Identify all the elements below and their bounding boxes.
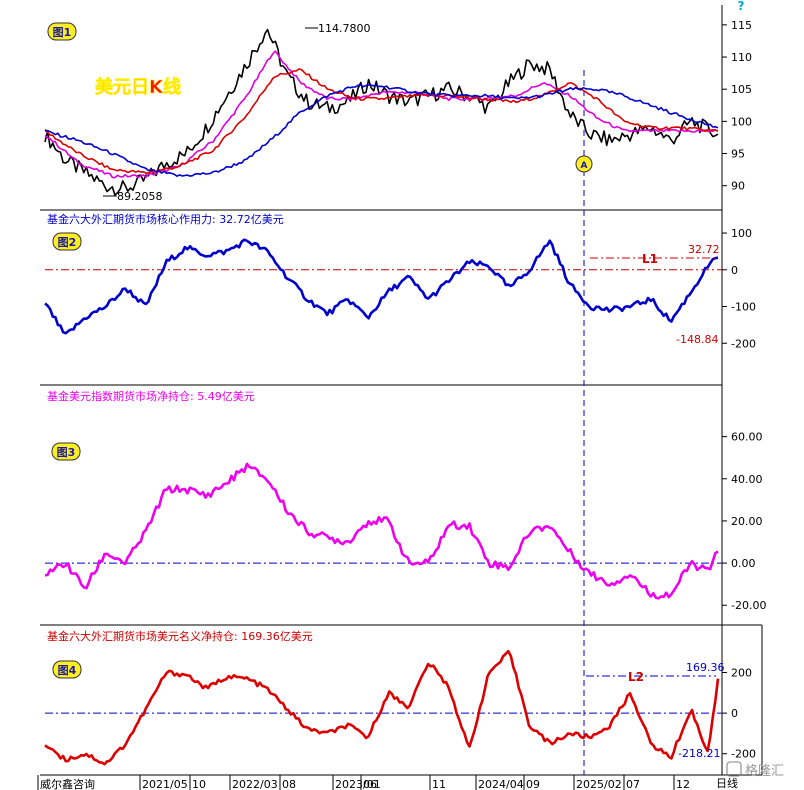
panel-1-badge-text: 图1	[53, 26, 72, 39]
y-tick-label: -20.00	[731, 599, 766, 612]
y-tick-label: 40.00	[731, 473, 763, 486]
panel-4: -200 0 200	[44, 649, 756, 766]
y-tick-label: 0.00	[731, 557, 756, 570]
panel-1-badge: 图1	[47, 22, 77, 41]
panel-4-last-label: 169.36	[686, 661, 725, 674]
panel-4-badge: 图4	[52, 660, 82, 679]
series-line-0-2	[44, 68, 719, 174]
y-tick-label: 0	[731, 264, 738, 277]
y-tick-label: 200	[731, 667, 752, 680]
panel-3-title: 基金美元指数期货市场净持仓: 5.49亿美元	[47, 389, 255, 403]
marker-a: A	[575, 155, 593, 173]
panel-3: -20.00 0.00 20.00 40.00 60.00	[44, 431, 766, 612]
series-line-0-0	[44, 28, 719, 196]
x-tick-label: 10	[192, 778, 206, 790]
y-tick-label: 90	[731, 180, 745, 193]
panel-2-badge: 图2	[52, 232, 82, 251]
x-tick-label: 11	[432, 778, 446, 790]
y-tick-label: 100	[731, 115, 752, 128]
x-tick-label: 08	[282, 778, 296, 790]
y-tick-label: -100	[731, 301, 756, 314]
x-tick-label: 2023/01	[335, 778, 381, 790]
panel-1-title: 美元日K线	[95, 76, 181, 98]
panel-1: 90 95 100 105 110 115	[44, 19, 752, 196]
panel-2-badge-text: 图2	[58, 236, 77, 249]
series-line-1-0	[44, 238, 719, 335]
panel-2-min-label: -148.84	[676, 333, 718, 346]
y-tick-label: -200	[731, 748, 756, 761]
panel-4-min-label: -218.21	[678, 747, 720, 760]
x-tick-label: 09	[526, 778, 540, 790]
timeframe-label[interactable]: 日线	[716, 776, 738, 790]
y-tick-label: -200	[731, 337, 756, 350]
x-tick-label: 威尔鑫咨询	[40, 777, 95, 790]
series-line-3-0	[44, 649, 720, 766]
series-line-0-3	[44, 84, 719, 177]
panel-frames	[40, 5, 763, 776]
panel-4-badge-text: 图4	[58, 664, 77, 677]
y-tick-label: 20.00	[731, 515, 763, 528]
x-tick-label: 2024/04	[478, 778, 524, 790]
y-tick-label: 95	[731, 148, 745, 161]
watermark-text: 格隆汇	[745, 763, 784, 779]
series-line-2-0	[44, 462, 719, 600]
y-tick-label: 100	[731, 227, 752, 240]
panel-1-low-label: 89.2058	[117, 190, 163, 203]
panel-3-badge: 图3	[51, 442, 81, 461]
panel-2-title: 基金六大外汇期货市场核心作用力: 32.72亿美元	[47, 212, 284, 226]
y-tick-label: 105	[731, 83, 752, 96]
x-tick-label: 2025/02	[576, 778, 622, 790]
panel-1-high-label: 114.7800	[318, 22, 371, 35]
help-icon[interactable]: ?	[738, 0, 745, 13]
y-tick-label: 60.00	[731, 431, 763, 444]
x-tick-label: 12	[676, 778, 690, 790]
x-tick-label: 2021/05	[142, 778, 188, 790]
x-tick-label: 06	[363, 778, 377, 790]
panel-2-last-label: 32.72	[688, 243, 720, 256]
panel-2: -200 -100 0 100	[44, 227, 756, 350]
y-tick-label: 0	[731, 707, 738, 720]
marker-a-text: A	[581, 161, 588, 171]
watermark: 格隆汇	[726, 761, 784, 779]
panel-4-l2-label: L2	[628, 670, 644, 684]
x-tick-label: 2022/03	[232, 778, 278, 790]
y-tick-label: 115	[731, 19, 752, 32]
panel-2-l1-label: L1	[642, 252, 658, 266]
y-tick-label: 110	[731, 51, 752, 64]
series-line-0-1	[44, 50, 719, 179]
x-tick-label: 07	[626, 778, 640, 790]
panel-3-badge-text: 图3	[57, 446, 76, 459]
panel-4-title: 基金六大外汇期货市场美元名义净持仓: 169.36亿美元	[47, 629, 313, 643]
